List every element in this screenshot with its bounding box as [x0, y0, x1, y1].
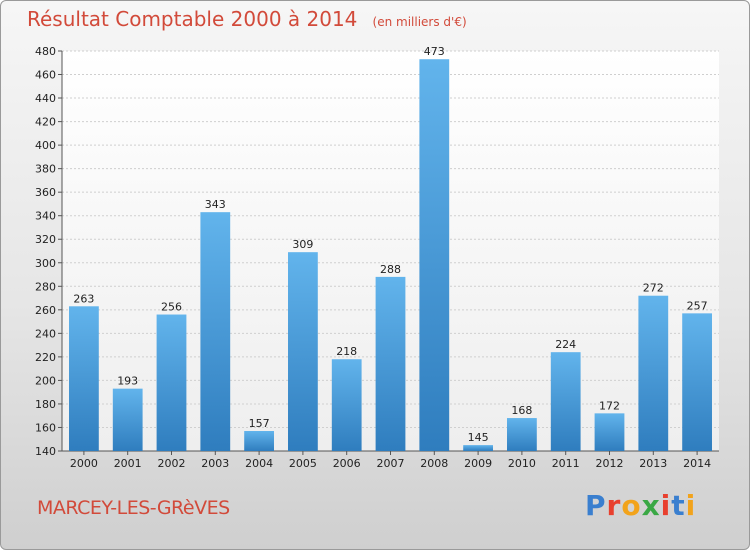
title-block: Résultat Comptable 2000 à 2014 (en milli… [27, 7, 467, 31]
bar-value-label: 257 [687, 299, 708, 312]
y-tick-label: 460 [35, 69, 56, 82]
bar [200, 212, 231, 451]
bar [375, 276, 406, 451]
bar [463, 445, 493, 451]
x-tick-label: 2001 [114, 457, 142, 470]
chart-title: Résultat Comptable 2000 à 2014 [27, 7, 358, 31]
bar-value-label: 172 [599, 399, 620, 412]
logo-letter: i [660, 489, 672, 522]
y-tick-label: 300 [35, 257, 56, 270]
x-tick-label: 2012 [596, 457, 624, 470]
y-tick-label: 260 [35, 304, 56, 317]
logo-letter: t [671, 489, 686, 522]
bar-value-label: 343 [205, 198, 226, 211]
bar [112, 388, 143, 451]
bar-value-label: 193 [117, 375, 138, 388]
logo-letter: o [621, 489, 642, 522]
y-tick-label: 480 [35, 45, 56, 58]
bar [638, 295, 669, 451]
bar-value-label: 256 [161, 301, 182, 314]
bar-value-label: 218 [336, 345, 357, 358]
y-tick-label: 400 [35, 139, 56, 152]
x-tick-label: 2007 [377, 457, 405, 470]
logo-letter: r [606, 489, 622, 522]
bar [594, 413, 625, 451]
bar-value-label: 288 [380, 263, 401, 276]
y-tick-label: 280 [35, 280, 56, 293]
y-tick-label: 160 [35, 421, 56, 434]
bar [244, 431, 274, 451]
y-tick-label: 440 [35, 92, 56, 105]
bar [419, 59, 450, 452]
y-tick-label: 180 [35, 398, 56, 411]
y-tick-label: 320 [35, 233, 56, 246]
bar [507, 418, 537, 451]
y-tick-label: 140 [35, 445, 56, 458]
bar-value-label: 272 [643, 282, 664, 295]
x-tick-label: 2005 [289, 457, 317, 470]
x-tick-label: 2009 [464, 457, 492, 470]
commune-name: MARCEY-LES-GRèVES [37, 497, 230, 519]
y-tick-label: 380 [35, 163, 56, 176]
x-tick-label: 2004 [245, 457, 273, 470]
bar-value-label: 224 [555, 338, 576, 351]
x-tick-label: 2003 [201, 457, 229, 470]
logo-letter: P [585, 489, 607, 522]
x-tick-label: 2006 [333, 457, 361, 470]
bar [682, 313, 712, 451]
logo-letter: x [641, 489, 661, 522]
bar [288, 252, 318, 451]
bar [550, 352, 581, 451]
bar [331, 359, 362, 451]
y-tick-label: 360 [35, 186, 56, 199]
bar [156, 314, 187, 451]
x-tick-label: 2014 [683, 457, 711, 470]
y-tick-label: 420 [35, 116, 56, 129]
x-tick-label: 2011 [552, 457, 580, 470]
x-tick-label: 2000 [70, 457, 98, 470]
y-tick-label: 220 [35, 351, 56, 364]
chart-unit-label: (en milliers d'€) [372, 15, 467, 29]
bar-value-label: 263 [73, 292, 94, 305]
logo-letter: i [685, 489, 697, 522]
bar-value-label: 473 [424, 45, 445, 58]
bar-value-label: 145 [468, 431, 489, 444]
bar-value-label: 309 [292, 238, 313, 251]
bar-value-label: 168 [511, 404, 532, 417]
x-tick-label: 2010 [508, 457, 536, 470]
x-tick-label: 2008 [420, 457, 448, 470]
bar [69, 306, 99, 451]
y-tick-label: 240 [35, 327, 56, 340]
y-tick-label: 200 [35, 374, 56, 387]
y-tick-label: 340 [35, 210, 56, 223]
x-tick-label: 2013 [639, 457, 667, 470]
x-tick-label: 2002 [158, 457, 186, 470]
bar-value-label: 157 [249, 417, 270, 430]
proxiti-logo[interactable]: Proxiti [585, 489, 696, 522]
